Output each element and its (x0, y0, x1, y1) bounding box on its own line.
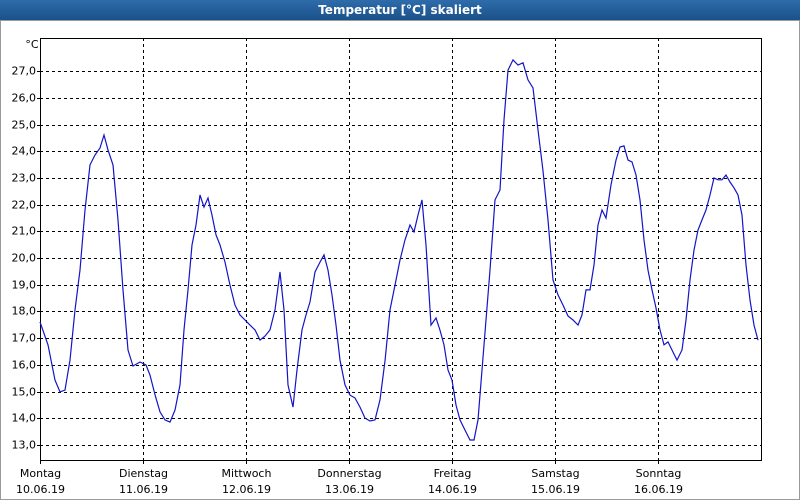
x-tick-label: Mittwoch (222, 467, 272, 480)
y-tick-label: 19,0 (12, 279, 37, 292)
y-tick-label: 24,0 (12, 145, 37, 158)
x-tick-label: Sonntag (636, 467, 682, 480)
x-tick-date: 14.06.19 (428, 483, 477, 496)
x-tick-label: Freitag (434, 467, 472, 480)
y-tick-label: 25,0 (12, 119, 37, 132)
x-tick-label: Montag (20, 467, 61, 480)
y-tick-label: 23,0 (12, 172, 37, 185)
x-tick-date: 10.06.19 (16, 483, 65, 496)
y-tick-label: 27,0 (12, 65, 37, 78)
x-tick-label: Samstag (531, 467, 579, 480)
y-tick-label: 17,0 (12, 332, 37, 345)
y-tick-label: 16,0 (12, 359, 37, 372)
y-tick-label: 18,0 (12, 305, 37, 318)
y-tick-label: 22,0 (12, 199, 37, 212)
x-tick-date: 16.06.19 (634, 483, 683, 496)
y-tick-label: 13,0 (12, 439, 37, 452)
x-tick-date: 11.06.19 (119, 483, 168, 496)
y-tick-label: 15,0 (12, 386, 37, 399)
y-tick-label: 20,0 (12, 252, 37, 265)
x-tick-label: Donnerstag (317, 467, 381, 480)
plot-area (40, 38, 761, 460)
x-tick-label: Dienstag (119, 467, 168, 480)
temperature-line (39, 58, 759, 441)
y-tick-label: 26,0 (12, 92, 37, 105)
plot-frame (40, 38, 762, 461)
x-tick-date: 13.06.19 (325, 483, 374, 496)
y-tick-label: 21,0 (12, 225, 37, 238)
x-tick-date: 12.06.19 (222, 483, 271, 496)
y-axis-unit: °C (25, 38, 39, 51)
y-tick-label: 14,0 (12, 412, 37, 425)
x-tick-date: 15.06.19 (531, 483, 580, 496)
title-bar: Temperatur [°C] skaliert (0, 0, 800, 20)
